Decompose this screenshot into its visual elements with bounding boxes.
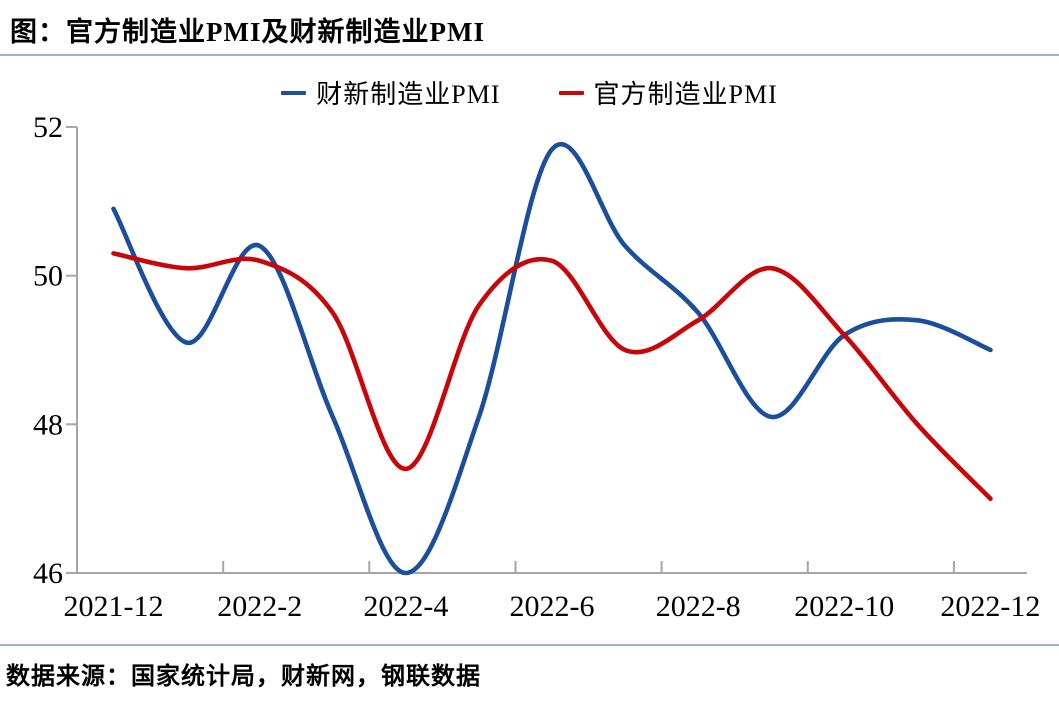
y-axis-ticks [66,126,77,574]
legend-item-caixin: 财新制造业PMI [281,74,500,111]
legend-marker-official [558,90,584,95]
x-tick-label: 2022-4 [363,590,448,623]
y-tick-label: 52 [33,111,63,144]
plot-area [111,141,993,576]
axes [66,126,1027,574]
page-title: 图：官方制造业PMI及财新制造业PMI [10,17,485,47]
legend-item-official: 官方制造业PMI [558,74,778,111]
legend-marker-caixin [281,90,307,95]
source-separator-line [0,644,1059,646]
title-separator-line [0,54,1059,56]
x-tick-label: 2022-2 [217,590,302,623]
y-tick-label: 48 [33,408,63,441]
y-tick-label: 46 [33,557,63,590]
legend-label-caixin: 财新制造业PMI [316,80,501,109]
y-tick-label: 50 [33,260,63,293]
series-line-official [111,251,993,501]
source-note: 数据来源：国家统计局，财新网，钢联数据 [6,664,481,690]
x-tick-label: 2022-8 [656,590,741,623]
legend-label-official: 官方制造业PMI [593,80,778,109]
x-tick-label: 2022-10 [794,590,894,623]
x-axis-ticks [76,561,955,573]
x-tick-label: 2022-12 [940,590,1040,623]
x-tick-label: 2021-12 [64,590,164,623]
series-line-caixin [111,141,993,576]
chart-legend: 财新制造业PMI 官方制造业PMI [0,74,1059,111]
x-tick-label: 2022-6 [510,590,595,623]
